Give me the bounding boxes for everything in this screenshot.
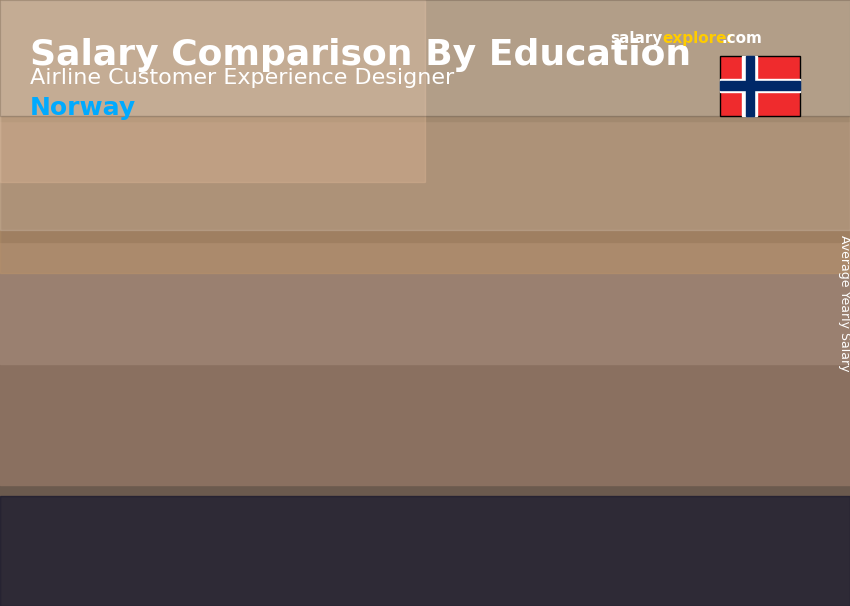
Text: 971,000 NOK: 971,000 NOK (615, 225, 737, 242)
Bar (536, 308, 550, 497)
Text: salary: salary (610, 31, 662, 46)
Bar (0, 0, 850, 121)
Text: Airline Customer Experience Designer: Airline Customer Experience Designer (30, 68, 454, 88)
Text: explorer: explorer (662, 31, 734, 46)
Bar (611, 250, 703, 287)
Text: Salary Comparison By Education: Salary Comparison By Education (30, 38, 691, 72)
Text: Average Yearly Salary: Average Yearly Salary (838, 235, 850, 371)
Bar (371, 367, 384, 497)
Bar (0, 496, 850, 606)
Bar (720, 81, 800, 90)
Bar (0, 485, 850, 606)
Text: +45%: +45% (354, 228, 445, 256)
Text: +18%: +18% (189, 286, 279, 315)
Bar (0, 0, 425, 182)
FancyBboxPatch shape (0, 0, 850, 116)
Bar (703, 250, 716, 497)
Text: +31%: +31% (521, 169, 610, 198)
Bar (280, 367, 371, 387)
Text: 434,000 NOK: 434,000 NOK (116, 361, 239, 379)
Bar (445, 308, 536, 497)
Text: 741,000 NOK: 741,000 NOK (449, 283, 571, 301)
Bar (280, 367, 371, 497)
Bar (113, 387, 205, 403)
Bar (611, 250, 703, 497)
Bar (205, 387, 218, 497)
Text: .com: .com (722, 31, 762, 46)
Bar (445, 308, 536, 337)
Bar (0, 364, 850, 485)
Text: Norway: Norway (30, 96, 136, 120)
Bar (0, 242, 850, 364)
Bar (0, 0, 850, 230)
Bar (742, 56, 756, 116)
Text: 511,000 NOK: 511,000 NOK (283, 342, 405, 359)
Bar (113, 387, 205, 497)
Bar (0, 121, 850, 242)
Bar (0, 0, 850, 273)
Bar (745, 56, 754, 116)
FancyBboxPatch shape (720, 56, 800, 116)
Bar (720, 79, 800, 92)
